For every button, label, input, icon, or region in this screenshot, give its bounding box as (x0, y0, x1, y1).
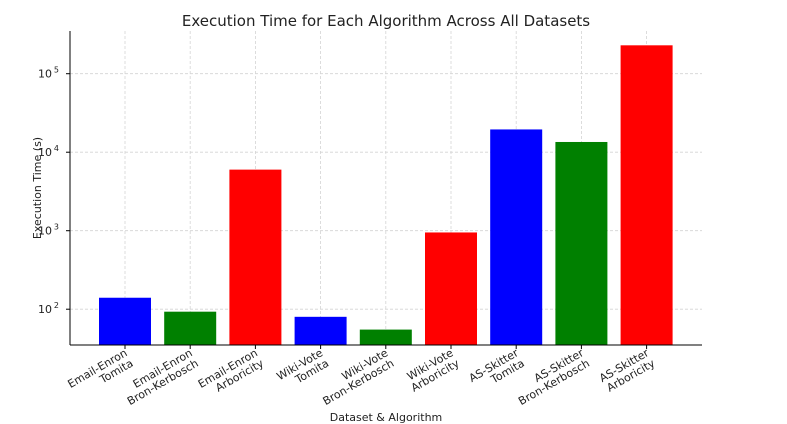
y-tick-label: 10 (38, 303, 52, 316)
y-tick-exponent: 3 (54, 223, 59, 232)
y-tick-base: 10 (38, 146, 52, 159)
bar (294, 316, 347, 345)
bar (620, 45, 673, 345)
y-tick-base: 10 (38, 68, 52, 81)
y-tick-label: 10 (38, 146, 52, 159)
bar (229, 169, 282, 345)
y-tick-label: 10 (38, 225, 52, 238)
x-axis-label: Dataset & Algorithm (330, 411, 443, 424)
bar (490, 129, 543, 345)
bar (555, 141, 608, 345)
bars-layer (99, 45, 673, 345)
y-tick-label: 10 (38, 68, 52, 81)
chart-title: Execution Time for Each Algorithm Across… (182, 12, 590, 30)
y-tick-base: 10 (38, 225, 52, 238)
x-ticks: Email-EnronTomitaEmail-EnronBron-Kerbosc… (65, 345, 658, 408)
bar (425, 232, 477, 345)
y-tick-exponent: 2 (54, 301, 59, 310)
bar (99, 297, 151, 345)
bar (359, 329, 412, 345)
y-axis-label: Execution Time (s) (31, 137, 44, 239)
bar (164, 311, 217, 345)
y-tick-base: 10 (38, 303, 52, 316)
y-tick-exponent: 5 (54, 66, 59, 75)
y-tick-exponent: 4 (54, 144, 59, 153)
